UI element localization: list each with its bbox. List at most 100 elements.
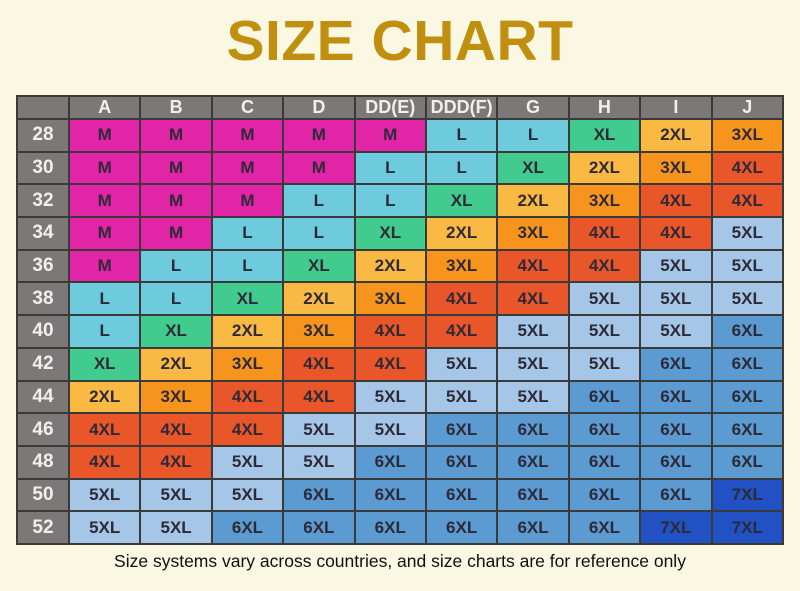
size-cell: 3XL (639, 150, 713, 186)
size-cell: 2XL (67, 379, 142, 415)
cup-size-column-header: H (567, 95, 642, 120)
size-cell: 5XL (424, 346, 499, 382)
size-cell: M (210, 183, 285, 219)
size-cell: 6XL (353, 510, 427, 545)
size-cell: 3XL (139, 379, 213, 415)
size-cell: M (67, 150, 142, 186)
size-cell: 4XL (210, 412, 285, 447)
size-cell: 5XL (139, 477, 213, 513)
size-cell: 7XL (710, 477, 785, 513)
size-cell: L (210, 248, 285, 284)
size-cell: 5XL (210, 477, 285, 513)
size-cell: L (282, 183, 356, 219)
table-row: 44 2XL 3XL 4XL 4XL 5XL 5XL 5XL 6XL 6XL 6XL (16, 379, 785, 415)
band-size-row-header: 52 (16, 510, 70, 545)
size-cell: XL (210, 281, 285, 317)
size-cell: 4XL (424, 281, 499, 317)
size-cell: 5XL (67, 510, 142, 545)
table-header: A B C D DD(E) DDD(F) G H I J (16, 95, 785, 120)
size-cell: 4XL (496, 281, 570, 317)
size-cell: M (67, 183, 142, 219)
table-row: 50 5XL 5XL 5XL 6XL 6XL 6XL 6XL 6XL 6XL 7XL (16, 477, 785, 513)
cup-size-column-header: D (282, 95, 356, 120)
cup-size-column-header: B (139, 95, 213, 120)
size-cell: M (67, 118, 142, 153)
size-cell: 4XL (639, 216, 713, 251)
size-cell: 6XL (210, 510, 285, 545)
cup-size-column-header: A (67, 95, 142, 120)
cup-size-column-header: DD(E) (353, 95, 427, 120)
size-chart-table: A B C D DD(E) DDD(F) G H I J 28 M M M M M L L XL 2XL 3XL 30 M… (16, 95, 785, 545)
size-cell: XL (353, 216, 427, 251)
size-cell: 5XL (567, 281, 642, 317)
table-row: 38 L L XL 2XL 3XL 4XL 4XL 5XL 5XL 5XL (16, 281, 785, 317)
size-cell: L (67, 281, 142, 317)
size-cell: L (67, 314, 142, 349)
size-cell: 6XL (282, 510, 356, 545)
size-cell: L (496, 118, 570, 153)
cup-size-column-header: DDD(F) (424, 95, 499, 120)
size-cell: 6XL (496, 477, 570, 513)
size-cell: 5XL (639, 281, 713, 317)
size-cell: 5XL (567, 346, 642, 382)
size-cell: 2XL (210, 314, 285, 349)
size-cell: 6XL (567, 379, 642, 415)
size-cell: 4XL (496, 248, 570, 284)
size-cell: XL (567, 118, 642, 153)
cup-size-column-header: G (496, 95, 570, 120)
cup-size-column-header: I (639, 95, 713, 120)
size-cell: 4XL (710, 183, 785, 219)
size-cell: 6XL (496, 510, 570, 545)
size-cell: 6XL (353, 444, 427, 480)
size-cell: 2XL (639, 118, 713, 153)
size-cell: 5XL (67, 477, 142, 513)
band-size-row-header: 42 (16, 346, 70, 382)
size-cell: M (139, 183, 213, 219)
size-cell: 5XL (639, 248, 713, 284)
band-size-row-header: 36 (16, 248, 70, 284)
size-cell: 4XL (67, 412, 142, 447)
size-cell: M (282, 150, 356, 186)
size-cell: 4XL (282, 379, 356, 415)
size-cell: 4XL (282, 346, 356, 382)
size-cell: L (353, 183, 427, 219)
size-cell: L (424, 118, 499, 153)
size-cell: M (210, 118, 285, 153)
table-row: 32 M M M L L XL 2XL 3XL 4XL 4XL (16, 183, 785, 219)
table-row: 42 XL 2XL 3XL 4XL 4XL 5XL 5XL 5XL 6XL 6XL (16, 346, 785, 382)
size-cell: 6XL (424, 477, 499, 513)
size-cell: 2XL (424, 216, 499, 251)
size-cell: M (282, 118, 356, 153)
size-cell: M (67, 216, 142, 251)
size-cell: 6XL (424, 412, 499, 447)
size-cell: 5XL (210, 444, 285, 480)
size-cell: 7XL (710, 510, 785, 545)
size-cell: 3XL (282, 314, 356, 349)
size-cell: XL (496, 150, 570, 186)
footer-note: Size systems vary across countries, and … (114, 551, 686, 571)
size-cell: 6XL (639, 412, 713, 447)
size-cell: 5XL (353, 379, 427, 415)
size-cell: 4XL (567, 248, 642, 284)
size-cell: M (139, 118, 213, 153)
size-cell: 2XL (353, 248, 427, 284)
size-cell: 6XL (639, 477, 713, 513)
size-cell: 6XL (424, 510, 499, 545)
band-size-row-header: 32 (16, 183, 70, 219)
size-cell: 4XL (139, 412, 213, 447)
size-cell: 4XL (424, 314, 499, 349)
size-cell: 5XL (496, 346, 570, 382)
size-cell: 4XL (353, 314, 427, 349)
size-cell: 5XL (710, 216, 785, 251)
size-cell: 6XL (710, 379, 785, 415)
size-cell: 3XL (496, 216, 570, 251)
size-cell: L (282, 216, 356, 251)
size-cell: L (353, 150, 427, 186)
size-cell: M (210, 150, 285, 186)
band-size-row-header: 40 (16, 314, 70, 349)
size-cell: 2XL (139, 346, 213, 382)
size-cell: 4XL (710, 150, 785, 186)
band-size-row-header: 34 (16, 216, 70, 251)
band-size-row-header: 50 (16, 477, 70, 513)
size-cell: L (210, 216, 285, 251)
